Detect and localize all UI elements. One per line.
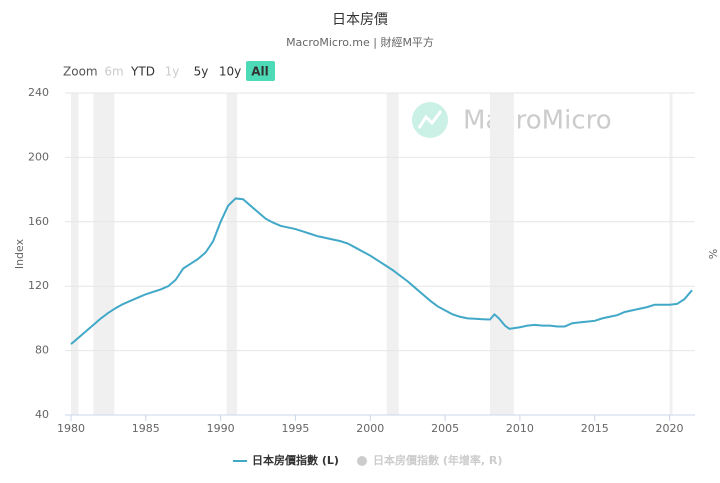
legend-label[interactable]: 日本房價指數 (L) [252,453,339,467]
y-tick-label: 160 [28,215,49,228]
legend-label[interactable]: 日本房價指數 (年增率, R) [373,453,502,467]
zoom-label: Zoom [63,65,98,79]
x-tick-label: 1990 [207,422,235,435]
y-tick-label: 80 [35,344,49,357]
x-tick-label: 1995 [281,422,309,435]
range-button: 1y [165,65,180,79]
x-tick-label: 2000 [356,422,384,435]
range-button-bg[interactable] [246,61,275,81]
series-line [70,197,693,345]
legend-symbol[interactable] [357,456,367,466]
x-tick-label: 1980 [57,422,85,435]
range-button: 6m [104,65,123,79]
shaded-period [489,93,514,415]
shaded-period [386,93,399,415]
watermark-logo-mark [417,110,443,129]
x-tick-label: 2010 [506,422,534,435]
shaded-period [669,93,673,415]
watermark: MacroMicro [463,106,612,136]
y2-axis-label: % [706,249,719,259]
x-tick-label: 1985 [132,422,160,435]
shaded-period [70,93,79,415]
range-button[interactable]: All [251,65,269,79]
chart-title: 日本房價 [332,11,388,28]
range-button[interactable]: 5y [194,65,209,79]
range-button[interactable]: 10y [219,65,241,79]
y-tick-label: 200 [28,150,49,163]
shaded-period [226,93,238,415]
y-axis-label: Index [13,238,26,269]
y-tick-label: 120 [28,279,49,292]
y-tick-label: 240 [28,86,49,99]
y-tick-label: 40 [35,408,49,421]
x-tick-label: 2005 [431,422,459,435]
x-tick-label: 2015 [581,422,609,435]
range-button[interactable]: YTD [130,65,155,79]
chart-subtitle: MacroMicro.me | 財經M平方 [286,35,434,49]
shaded-period [93,93,115,415]
x-tick-label: 2020 [656,422,684,435]
